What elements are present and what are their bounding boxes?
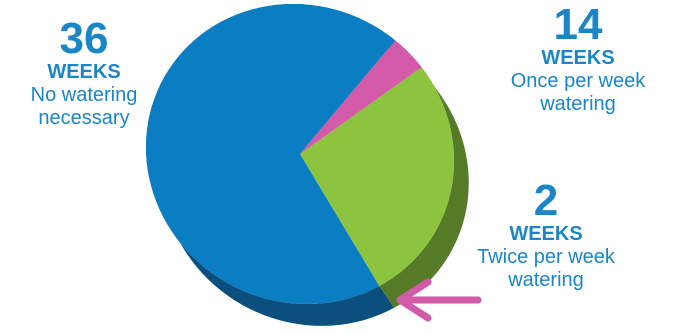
slice-value: 14	[553, 0, 603, 49]
slice-label-twice-per-week: 2 WEEKS Twice per week watering	[446, 176, 646, 292]
slice-desc-line: Once per week	[510, 70, 646, 92]
slice-value: 2	[533, 176, 559, 225]
slice-unit: WEEKS	[541, 47, 615, 69]
slice-desc-line: Twice per week	[477, 246, 615, 268]
slice-label-once-per-week: 14 WEEKS Once per week watering	[478, 0, 678, 116]
slice-desc-line: watering	[540, 93, 616, 115]
slice-desc-line: watering	[508, 269, 584, 291]
slice-value: 36	[59, 14, 109, 63]
slice-desc-line: No watering	[30, 84, 138, 106]
pie-side-1	[379, 67, 469, 308]
slice-desc-line: necessary	[38, 107, 130, 129]
slice-unit: WEEKS	[509, 223, 583, 245]
slice-unit: WEEKS	[47, 61, 121, 83]
slice-label-no-watering: 36 WEEKS No watering necessary	[0, 14, 168, 130]
pie-slice-1	[300, 67, 455, 286]
pie-slice-0	[145, 3, 396, 305]
pointer-arrow	[396, 278, 482, 322]
pie-slice-2	[300, 40, 422, 155]
